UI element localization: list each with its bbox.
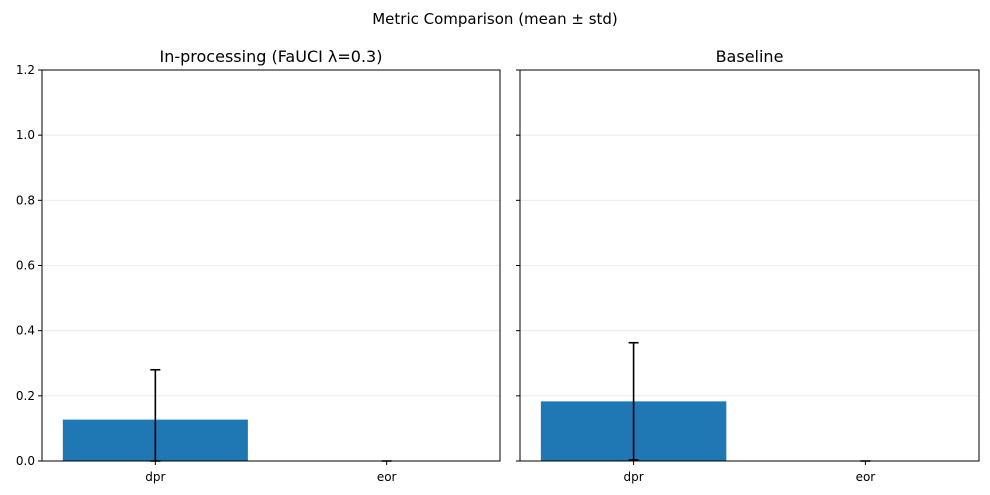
subplot-in-processing: In-processing (FaUCI λ=0.3) 0.0 0.2 0.4 0.6 0… bbox=[16, 47, 501, 484]
y-tick-label: 0.4 bbox=[16, 324, 35, 338]
y-tick-label: 1.0 bbox=[16, 128, 35, 142]
y-tick-label: 0.8 bbox=[16, 193, 35, 207]
subplot-title: In-processing (FaUCI λ=0.3) bbox=[160, 47, 383, 66]
x-tick-label: dpr bbox=[145, 470, 165, 484]
x-tick-label: eor bbox=[377, 470, 397, 484]
subplot-title: Baseline bbox=[716, 47, 784, 66]
y-tick-label: 0.0 bbox=[16, 454, 35, 468]
plot-frame bbox=[41, 69, 501, 462]
figure-suptitle: Metric Comparison (mean ± std) bbox=[372, 10, 618, 28]
subplot-baseline: Baseline dpr eor bbox=[516, 47, 980, 484]
plot-frame bbox=[519, 69, 980, 462]
x-tick-label: dpr bbox=[624, 470, 644, 484]
x-tick-label: eor bbox=[856, 470, 876, 484]
y-tick-label: 0.6 bbox=[16, 259, 35, 273]
y-tick-label: 0.2 bbox=[16, 389, 35, 403]
y-tick-label: 1.2 bbox=[16, 63, 35, 77]
